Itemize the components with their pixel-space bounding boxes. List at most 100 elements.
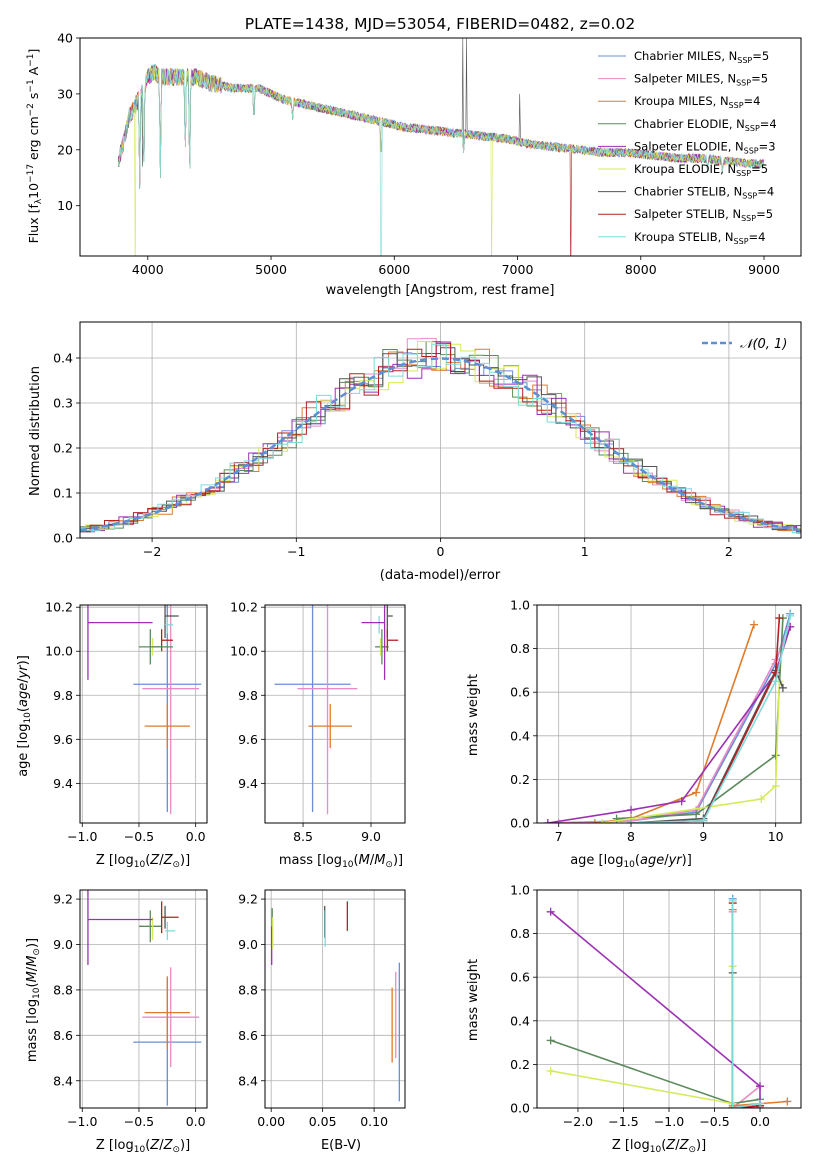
spectrum-line-8	[117, 65, 765, 256]
mass_weight_vs_Z-marker-2-2	[783, 1097, 792, 1106]
mass_weight_vs_age-marker-3-1	[692, 810, 701, 819]
mass_weight_vs_Z-xtick-label: 0.0	[750, 1114, 770, 1129]
mass_weight_vs_age-xtick-label: 8	[627, 829, 635, 844]
spectrum-xtick-label: 7000	[502, 262, 534, 277]
legend-label-0: Chabrier MILES, NSSP=5	[634, 49, 769, 65]
mass_vs_ebv-ytick-label: 9.0	[238, 937, 258, 952]
histogram-7	[80, 342, 801, 533]
mass_weight_vs_age-marker-5-1	[757, 795, 766, 804]
age_vs_Z-xtick-label: 0.0	[186, 829, 206, 844]
mass_vs_ebv-xtick-label: 0.05	[309, 1114, 337, 1129]
mass_weight_vs_age-ytick-label: 1.0	[510, 598, 530, 613]
age_vs_mass-frame	[264, 604, 406, 824]
mass_weight_vs_Z-ytick-label: 1.0	[510, 883, 530, 898]
age-vs-mass-xlabel: mass [log10(M/M⊙)]	[279, 853, 403, 870]
mass_weight_vs_age-marker-5-2	[771, 781, 780, 790]
mass_weight_vs_age-marker-2-0	[590, 819, 599, 823]
age_vs_Z-ytick-label: 10.2	[45, 600, 73, 615]
residuals-xtick-label: 2	[725, 544, 733, 559]
age_vs_mass-ytick-label: 9.8	[238, 688, 258, 703]
mass_weight_vs_Z-ytick-label: 0.4	[510, 1013, 530, 1028]
residuals-ytick-label: 0.3	[53, 396, 73, 411]
mass_vs_ebv-ytick-label: 8.4	[238, 1073, 258, 1088]
mass_weight_vs_Z-line-8	[731, 900, 761, 1108]
mass_weight_vs_age-line-8	[630, 615, 791, 823]
mass_weight_vs_Z-xtick-label: −1.5	[608, 1114, 638, 1129]
residuals-legend: 𝒩(0, 1)	[702, 337, 787, 352]
residuals-ytick-label: 0.2	[53, 441, 73, 456]
age_vs_Z-ytick-label: 10.0	[45, 644, 73, 659]
mass_weight_vs_Z-ytick-label: 0.0	[510, 1101, 530, 1116]
mass_vs_Z-xtick-label: −1.0	[67, 1114, 97, 1129]
mass_weight_vs_Z-ytick-label: 0.2	[510, 1057, 530, 1072]
legend-label-1: Salpeter MILES, NSSP=5	[634, 72, 768, 88]
age_vs_mass-xtick-label: 9.0	[361, 829, 381, 844]
mass-weight-vs-age-xlabel: age [log10(age/yr)]	[570, 853, 692, 870]
mass_weight_vs_Z-line-6	[731, 972, 760, 1108]
mass-weight-vs-age-panel: 7 8 9 10 0.0 0.2 0.4 0.6 0.8 1.0	[510, 598, 802, 844]
mass_weight_vs_age-marker-8-2	[771, 677, 780, 686]
residuals-panel: −2 −1 0 1 2 0.0 0.1 0.2 0.3 0.4	[53, 321, 802, 559]
mass_vs_Z-xtick-label: 0.0	[186, 1114, 206, 1129]
mass_weight_vs_Z-line-3	[550, 1039, 761, 1105]
residuals-ytick-label: 0.4	[53, 351, 73, 366]
mass_weight_vs_age-frame	[536, 604, 802, 824]
spectrum-ytick-label: 10	[57, 198, 73, 213]
mass_weight_vs_Z-xtick-label: −0.5	[699, 1114, 729, 1129]
mass_weight_vs_Z-xtick-label: −2.0	[563, 1114, 593, 1129]
age_vs_mass-ytick-label: 9.4	[238, 776, 258, 791]
legend-label-2: Kroupa MILES, NSSP=4	[634, 94, 760, 110]
spectrum-xtick-label: 9000	[748, 262, 780, 277]
age_vs_Z-xtick-label: −1.0	[67, 829, 97, 844]
age_vs_Z-frame	[79, 604, 208, 824]
mass_weight_vs_age-ytick-label: 0.6	[510, 685, 530, 700]
residuals-xtick-label: −1	[287, 544, 305, 559]
mass_weight_vs_Z-marker-8-0	[728, 896, 737, 905]
mass_weight_vs_age-marker-2-2	[692, 788, 701, 797]
spectrum-xtick-label: 5000	[255, 262, 287, 277]
mass_weight_vs_Z-marker-3-0	[546, 1036, 555, 1045]
mass_vs_ebv-xtick-label: 0.10	[360, 1114, 388, 1129]
age-vs-z-panel: −1.0 −0.5 0.0 9.4 9.6 9.8 10.0 10.2	[45, 600, 208, 844]
mass_vs_ebv-frame	[264, 889, 406, 1109]
mass_weight_vs_age-ytick-label: 0.0	[510, 816, 530, 831]
mass_vs_ebv-ytick-label: 9.2	[238, 892, 258, 907]
mass_vs_Z-ytick-label: 9.0	[53, 937, 73, 952]
age_vs_mass-xtick-label: 8.5	[293, 829, 313, 844]
mass_vs_Z-xtick-label: −0.5	[124, 1114, 154, 1129]
age-vs-mass-panel: 8.5 9.0 9.4 9.6 9.8 10.0 10.2	[230, 600, 406, 844]
figure-title: PLATE=1438, MJD=53054, FIBERID=0482, z=0…	[245, 15, 635, 33]
mass_vs_Z-ytick-label: 8.4	[53, 1073, 73, 1088]
mass-weight-vs-z-panel: −2.0 −1.5 −1.0 −0.5 0.0 0.0 0.2 0.4 0.6 0.8 1.0	[510, 883, 802, 1129]
mass_weight_vs_Z-marker-5-0	[546, 1066, 555, 1075]
mass_weight_vs_Z-ytick-label: 0.8	[510, 926, 530, 941]
mass-vs-ebv-panel: 0.00 0.05 0.10 8.4 8.6 8.8 9.0 9.2	[238, 889, 406, 1129]
age_vs_Z-ytick-label: 9.6	[53, 732, 73, 747]
mass_weight_vs_age-marker-8-1	[699, 816, 708, 823]
mass_vs_Z-ytick-label: 8.8	[53, 982, 73, 997]
mass_weight_vs_age-marker-7-3	[775, 614, 784, 623]
mass_weight_vs_age-marker-8-0	[627, 819, 636, 823]
mass_weight_vs_age-line-6	[630, 668, 784, 823]
legend-label-8: Kroupa STELIB, NSSP=4	[634, 230, 765, 246]
mass_vs_ebv-ytick-label: 8.6	[238, 1028, 258, 1043]
mass-weight-vs-z-ylabel: mass weight	[466, 959, 481, 1041]
mass_weight_vs_age-xtick-label: 10	[768, 829, 784, 844]
age-vs-z-ylabel: age [log10(age/yr)]	[16, 655, 33, 777]
mass_weight_vs_Z-marker-4-1	[756, 1082, 765, 1091]
mass_weight_vs_Z-marker-8-1	[728, 1104, 737, 1108]
mass_weight_vs_age-ytick-label: 0.2	[510, 772, 530, 787]
residuals-xtick-label: 0	[437, 544, 445, 559]
mass_weight_vs_Z-line-1	[731, 911, 761, 1108]
mass_weight_vs_age-line-2	[594, 624, 755, 823]
mass_weight_vs_age-marker-5-0	[598, 819, 607, 823]
spectrum-ytick-label: 40	[57, 31, 73, 46]
mass_weight_vs_age-marker-6-3	[778, 683, 787, 692]
mass_weight_vs_age-marker-4-2	[677, 797, 686, 806]
mass_weight_vs_Z-line-0	[731, 898, 761, 1108]
mass_weight_vs_age-xtick-label: 9	[699, 829, 707, 844]
residuals-xtick-label: 1	[581, 544, 589, 559]
age_vs_Z-xtick-label: −0.5	[124, 829, 154, 844]
mass-vs-ebv-xlabel: E(B-V)	[321, 1138, 361, 1153]
